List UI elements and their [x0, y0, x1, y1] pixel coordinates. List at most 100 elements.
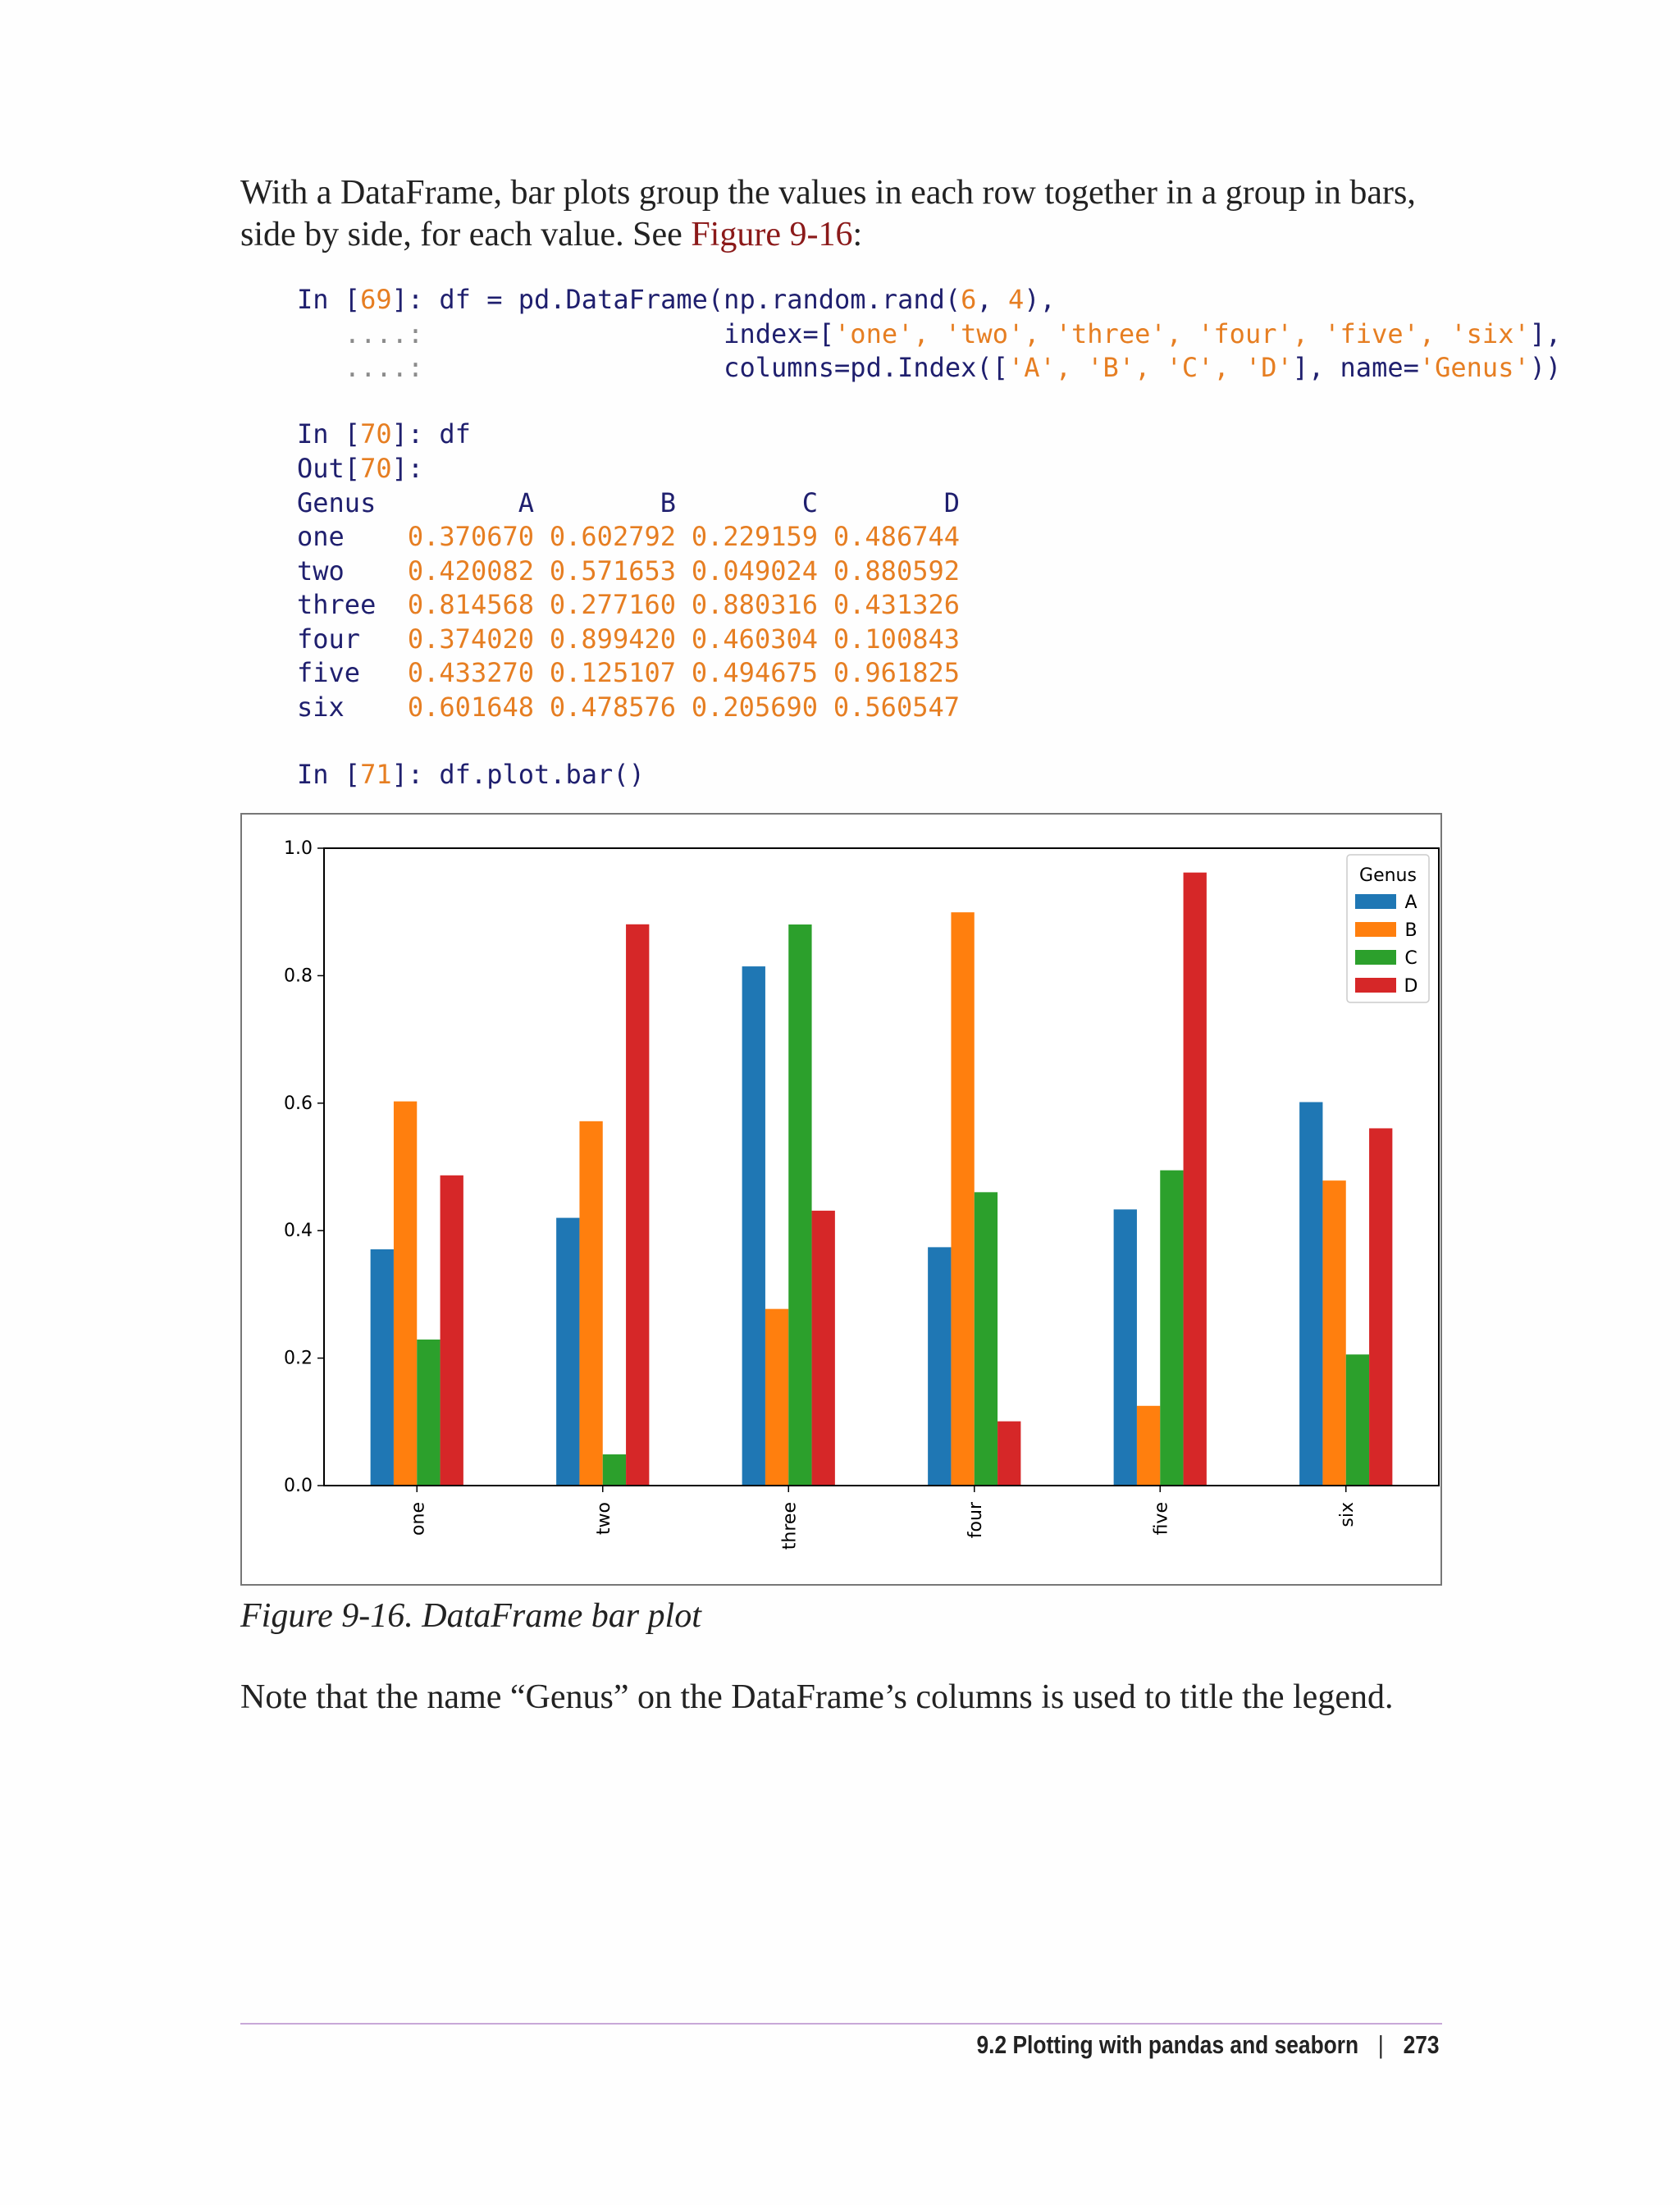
bar-C-three [788, 924, 812, 1486]
bar-chart: 0.0 0.2 0.4 0.6 0.8 1.0 one two three four five six… [284, 838, 1440, 1550]
row-label: five [297, 657, 361, 689]
table-row: six 0.601648 0.478576 0.205690 0.560547 [297, 690, 960, 724]
table-cell: 0.899420 [549, 623, 676, 655]
y-tick-label: 0.6 [284, 1093, 313, 1114]
x-tick-label: two [594, 1502, 614, 1535]
intro-text: With a DataFrame, bar plots group the va… [240, 174, 1416, 253]
bar-B-six [1322, 1180, 1346, 1486]
page-number: 273 [1404, 2030, 1440, 2059]
row-label: six [297, 691, 345, 723]
table-cell: 0.370670 [407, 521, 534, 553]
bar-C-six [1345, 1354, 1370, 1486]
legend-label-C: C [1404, 948, 1417, 969]
bar-D-four [998, 1421, 1021, 1486]
page-footer: 9.2 Plotting with pandas and seaborn | 273 [977, 2030, 1440, 2060]
bar-B-five [1136, 1405, 1161, 1486]
table-cell: 0.478576 [549, 691, 676, 723]
intro-paragraph: With a DataFrame, bar plots group the va… [240, 172, 1446, 256]
footer-rule [240, 2023, 1442, 2025]
legend-title: Genus [1359, 865, 1417, 886]
x-tick-label: five [1151, 1502, 1171, 1535]
legend-swatch-C [1355, 950, 1396, 965]
bar-A-four [928, 1247, 952, 1486]
row-label: four [297, 623, 361, 655]
table-cell: 0.601648 [407, 691, 534, 723]
code-cell-71: In [71]: df.plot.bar() [297, 759, 645, 790]
plot-frame [323, 847, 1440, 1486]
y-tick-label: 1.0 [284, 838, 313, 859]
bar-A-five [1113, 1209, 1137, 1486]
bar-B-two [579, 1121, 603, 1486]
row-label: three [297, 589, 377, 621]
bar-D-two [626, 924, 650, 1486]
row-label: one [297, 521, 345, 553]
figure-frame: 0.0 0.2 0.4 0.6 0.8 1.0 one two three four five six… [240, 813, 1442, 1586]
table-cell: 0.205690 [691, 691, 818, 723]
bar-C-two [602, 1454, 627, 1486]
bar-B-three [765, 1308, 789, 1486]
bar-B-four [951, 912, 975, 1486]
table-cell: 0.494675 [691, 657, 818, 689]
y-tick-label: 0.2 [284, 1349, 313, 1369]
table-cell: 0.880316 [691, 589, 818, 621]
bar-D-three [811, 1210, 835, 1486]
bar-A-two [556, 1217, 580, 1486]
figure-caption: Figure 9-16. DataFrame bar plot [240, 1597, 701, 1635]
table-cell: 0.571653 [549, 555, 676, 587]
column-header: C [801, 486, 818, 518]
bar-A-three [742, 966, 765, 1486]
legend-swatch-D [1355, 978, 1396, 993]
column-header: A [518, 486, 534, 518]
table-row: three 0.814568 0.277160 0.880316 0.431326 [297, 588, 960, 623]
x-tick-label: three [779, 1502, 800, 1550]
table-cell: 0.880592 [833, 555, 960, 587]
table-cell: 0.433270 [407, 657, 534, 689]
table-cell: 0.277160 [549, 589, 676, 621]
table-cell: 0.229159 [691, 521, 818, 553]
legend-swatch-A [1355, 894, 1396, 909]
section-title: 9.2 Plotting with pandas and seaborn [976, 2030, 1359, 2059]
column-header: B [660, 486, 676, 518]
bar-D-six [1369, 1128, 1393, 1486]
table-row: five 0.433270 0.125107 0.494675 0.961825 [297, 656, 960, 691]
legend-label-B: B [1404, 920, 1417, 941]
x-tick-label: four [966, 1501, 986, 1538]
x-tick-label: one [408, 1502, 428, 1536]
table-header: Genus A B C D [297, 486, 960, 520]
bar-D-one [440, 1175, 463, 1486]
legend-label-D: D [1404, 976, 1418, 997]
table-cell: 0.460304 [691, 623, 818, 655]
figure-link[interactable]: Figure 9-16 [691, 216, 853, 253]
bar-C-one [417, 1339, 441, 1486]
table-cell: 0.049024 [691, 555, 818, 587]
y-tick-label: 0.0 [284, 1476, 313, 1496]
y-tick-label: 0.4 [284, 1221, 313, 1241]
table-row: two 0.420082 0.571653 0.049024 0.880592 [297, 554, 960, 588]
legend-swatch-B [1355, 922, 1396, 937]
legend-label-A: A [1404, 892, 1417, 913]
table-cell: 0.961825 [833, 657, 960, 689]
y-tick-label: 0.8 [284, 966, 313, 986]
table-cell: 0.431326 [833, 589, 960, 621]
table-cell: 0.420082 [407, 555, 534, 587]
code-cell-70: In [70]: df Out[70]: [297, 418, 471, 484]
footer-separator: | [1378, 2030, 1385, 2059]
table-cell: 0.100843 [833, 623, 960, 655]
table-cell: 0.125107 [549, 657, 676, 689]
table-cell: 0.602792 [549, 521, 676, 553]
bar-C-four [974, 1192, 998, 1486]
bar-C-five [1160, 1170, 1184, 1486]
intro-colon: : [852, 216, 863, 253]
bar-A-one [370, 1249, 394, 1486]
column-header: D [943, 486, 960, 518]
bar-B-one [393, 1101, 418, 1486]
table-row: one 0.370670 0.602792 0.229159 0.486744 [297, 520, 960, 555]
table-cell: 0.560547 [833, 691, 960, 723]
note-paragraph: Note that the name “Genus” on the DataFr… [240, 1678, 1394, 1716]
code-cell-69: In [69]: df = pd.DataFrame(np.random.ran… [297, 284, 1562, 383]
row-label: two [297, 555, 345, 587]
index-name: Genus [297, 486, 377, 518]
x-tick-label: six [1337, 1502, 1358, 1527]
